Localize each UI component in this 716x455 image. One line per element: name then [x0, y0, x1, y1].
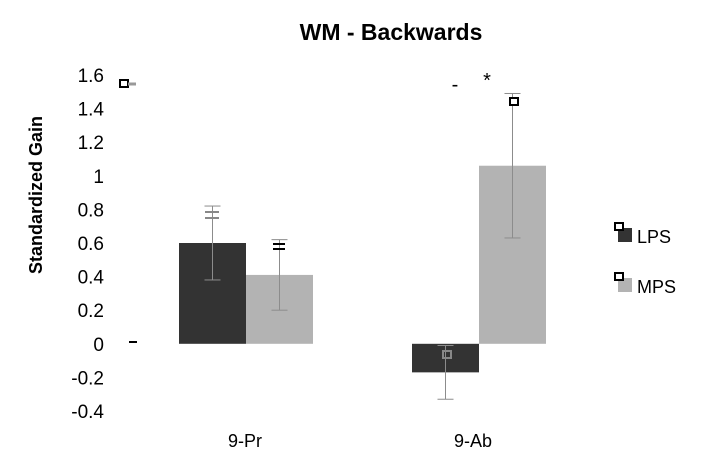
y-axis-label: Standardized Gain: [26, 116, 46, 274]
annotations: - *: [452, 70, 491, 96]
error-bars: [204, 92, 521, 400]
y-tick-label: 0.4: [78, 268, 105, 289]
legend: LPS MPS: [614, 222, 676, 297]
significance-annotation: -: [452, 74, 459, 96]
marker-artifact: [442, 350, 452, 359]
y-tick-label: -0.4: [71, 402, 104, 423]
marker-artifacts: [119, 79, 519, 359]
chart-title: WM - Backwards: [300, 19, 483, 45]
y-tick-label: 0.6: [78, 234, 104, 255]
y-tick-label: -0.2: [71, 368, 104, 389]
legend-marker-icon: [614, 222, 624, 231]
y-tick-label: 0: [93, 335, 104, 356]
y-tick-label: 1.6: [78, 66, 104, 87]
legend-swatch-lps: [618, 228, 632, 242]
legend-label-lps: LPS: [637, 227, 671, 247]
bars: [179, 165, 546, 373]
y-tick-label: 1.4: [78, 100, 105, 121]
legend-label-mps: MPS: [637, 277, 676, 297]
x-axis-categories: 9-Pr 9-Ab: [228, 431, 492, 451]
y-tick-label: 1: [93, 167, 104, 188]
y-tick-label: 0.8: [78, 200, 104, 221]
marker-artifact: [509, 97, 519, 106]
y-tick-label: 0.2: [78, 301, 104, 322]
legend-swatch-mps: [618, 278, 632, 292]
y-tick-label: 1.2: [78, 133, 104, 154]
marker-artifact: [119, 79, 129, 88]
x-category-label: 9-Pr: [228, 431, 262, 451]
significance-annotation: *: [483, 70, 491, 92]
y-axis-ticks: 1.6 1.4 1.2 1 0.8 0.6 0.4 0.2 0 -0.2 -0.4: [71, 66, 104, 423]
legend-marker-icon: [614, 272, 624, 281]
x-category-label: 9-Ab: [454, 431, 492, 451]
